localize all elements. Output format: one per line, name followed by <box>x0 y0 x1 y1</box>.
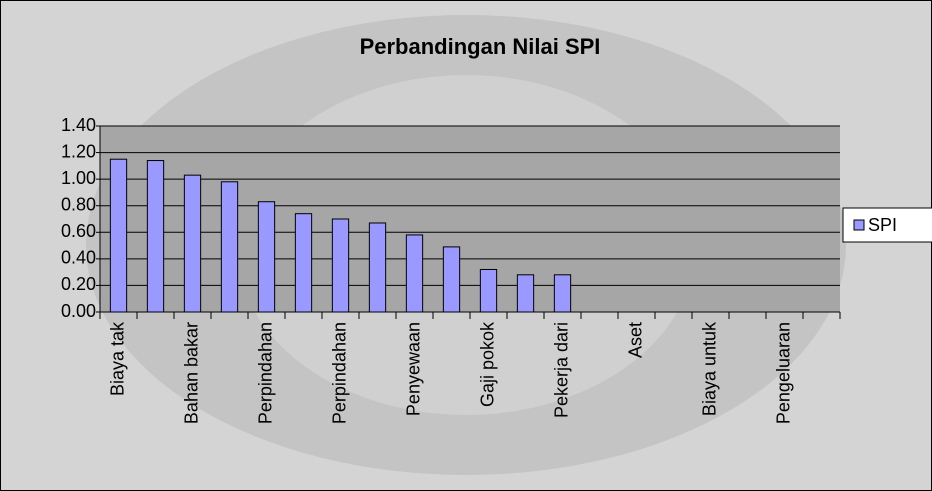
plot-area <box>100 126 840 312</box>
x-tick-label: Pengeluaran <box>773 322 793 424</box>
bar <box>294 213 313 313</box>
x-tick-label: Aset <box>625 322 645 358</box>
bar <box>442 246 461 313</box>
y-tick-label: 1.00 <box>61 168 96 188</box>
legend-marker <box>853 219 865 231</box>
x-tick-label: Pekerja dari <box>551 322 571 418</box>
bar <box>220 181 239 313</box>
bar <box>405 234 424 313</box>
x-tick-label: Gaji pokok <box>477 321 497 407</box>
y-tick-label: 1.20 <box>61 141 96 161</box>
bar <box>146 160 165 313</box>
y-tick-label: 0.00 <box>61 301 96 321</box>
x-tick-label: Perpindahan <box>255 322 275 424</box>
legend-label: SPI <box>868 215 897 235</box>
bar <box>479 268 498 313</box>
bar <box>368 222 387 313</box>
chart-title: Perbandingan Nilai SPI <box>360 34 601 59</box>
x-tick-label: Biaya tak <box>107 321 127 396</box>
x-tick-label: Perpindahan <box>329 322 349 424</box>
bar <box>183 174 202 313</box>
y-tick-label: 0.80 <box>61 194 96 214</box>
x-tick-label: Bahan bakar <box>181 322 201 424</box>
bar <box>331 218 350 313</box>
y-tick-label: 1.40 <box>61 115 96 135</box>
y-tick-label: 0.60 <box>61 221 96 241</box>
x-tick-label: Biaya untuk <box>699 321 719 416</box>
y-tick-label: 0.20 <box>61 274 96 294</box>
y-tick-label: 0.40 <box>61 248 96 268</box>
bar <box>553 274 572 313</box>
bar <box>516 274 535 313</box>
legend-box <box>842 207 932 243</box>
bar <box>109 158 128 313</box>
bar <box>257 201 276 313</box>
x-tick-label: Penyewaan <box>403 322 423 416</box>
